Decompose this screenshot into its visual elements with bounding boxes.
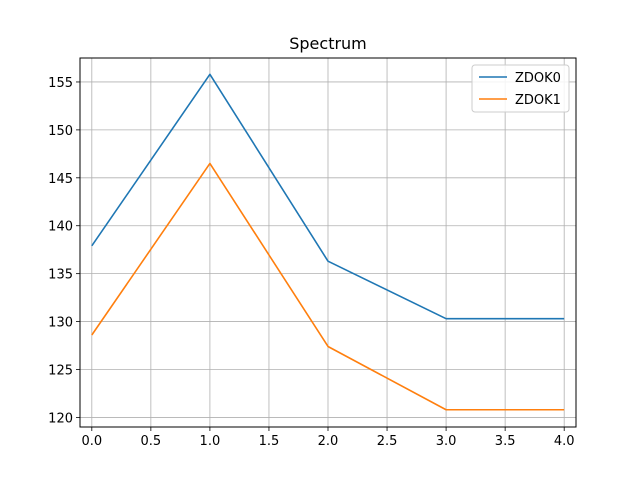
x-tick-label: 3.5	[495, 434, 516, 449]
series-lines	[91, 73, 565, 411]
legend-label: ZDOK1	[515, 93, 561, 108]
x-tick-label: 4.0	[554, 434, 575, 449]
y-tick-label: 135	[48, 268, 73, 283]
y-tick-label: 125	[48, 363, 73, 378]
chart-title: Spectrum	[289, 34, 367, 53]
x-tick-label: 3.0	[436, 434, 457, 449]
series-line-zdok0	[91, 73, 565, 320]
y-tick-label: 155	[48, 76, 73, 91]
grid-lines	[80, 58, 576, 427]
x-tick-label: 2.5	[377, 434, 398, 449]
x-tick-label: 1.5	[259, 434, 280, 449]
legend: ZDOK0 ZDOK1	[471, 64, 570, 113]
x-tick-label: 0.0	[81, 434, 102, 449]
y-tick-label: 130	[48, 316, 73, 331]
x-axis-ticks: 0.0 0.5 1.0 1.5 2.0 2.5 3.0 3.5 4.0	[81, 427, 575, 449]
x-tick-label: 2.0	[318, 434, 339, 449]
x-tick-label: 0.5	[141, 434, 162, 449]
x-tick-label: 1.0	[200, 434, 221, 449]
legend-label: ZDOK0	[515, 71, 561, 86]
y-tick-label: 150	[48, 124, 73, 139]
y-axis-ticks: 120 125 130 135 140 145 150 155	[48, 76, 80, 426]
series-line-zdok1	[91, 162, 565, 411]
y-tick-label: 145	[48, 172, 73, 187]
y-tick-label: 120	[48, 411, 73, 426]
y-tick-label: 140	[48, 220, 73, 235]
